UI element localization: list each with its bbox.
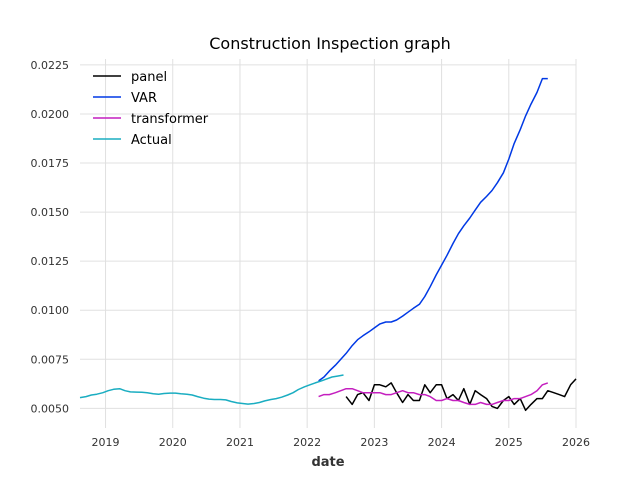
x-tick-label: 2025 bbox=[495, 436, 523, 449]
y-tick-label: 0.0075 bbox=[31, 353, 70, 366]
series-line-actual bbox=[79, 374, 344, 405]
legend-label: Actual bbox=[131, 133, 172, 148]
y-tick-label: 0.0050 bbox=[31, 402, 70, 415]
x-axis-ticks: 2019 2020 2021 2022 2023 2024 2025 2026 bbox=[92, 436, 590, 449]
grid bbox=[80, 59, 577, 428]
x-axis-label: date bbox=[311, 455, 344, 470]
series-line-var bbox=[318, 77, 548, 382]
y-tick-label: 0.0200 bbox=[31, 108, 70, 121]
y-tick-label: 0.0125 bbox=[31, 255, 70, 268]
legend-label: transformer bbox=[131, 112, 209, 127]
legend-label: VAR bbox=[131, 91, 157, 106]
legend-label: panel bbox=[131, 70, 167, 85]
x-tick-label: 2023 bbox=[360, 436, 388, 449]
y-tick-label: 0.0100 bbox=[31, 304, 70, 317]
chart-title: Construction Inspection graph bbox=[209, 34, 451, 53]
series-line-panel bbox=[345, 378, 577, 412]
y-axis-ticks: 0.0050 0.0075 0.0100 0.0125 0.0150 0.0175 0.02… bbox=[31, 59, 70, 415]
x-tick-label: 2024 bbox=[428, 436, 456, 449]
x-tick-label: 2020 bbox=[159, 436, 187, 449]
y-tick-label: 0.0225 bbox=[31, 59, 70, 72]
x-tick-label: 2019 bbox=[92, 436, 120, 449]
y-tick-label: 0.0175 bbox=[31, 157, 70, 170]
series-line-transformer bbox=[318, 382, 549, 406]
legend: panel VAR transformer Actual bbox=[93, 70, 209, 148]
y-tick-label: 0.0150 bbox=[31, 206, 70, 219]
x-tick-label: 2022 bbox=[293, 436, 321, 449]
x-tick-label: 2026 bbox=[562, 436, 590, 449]
x-tick-label: 2021 bbox=[226, 436, 254, 449]
series-lines bbox=[79, 77, 577, 412]
